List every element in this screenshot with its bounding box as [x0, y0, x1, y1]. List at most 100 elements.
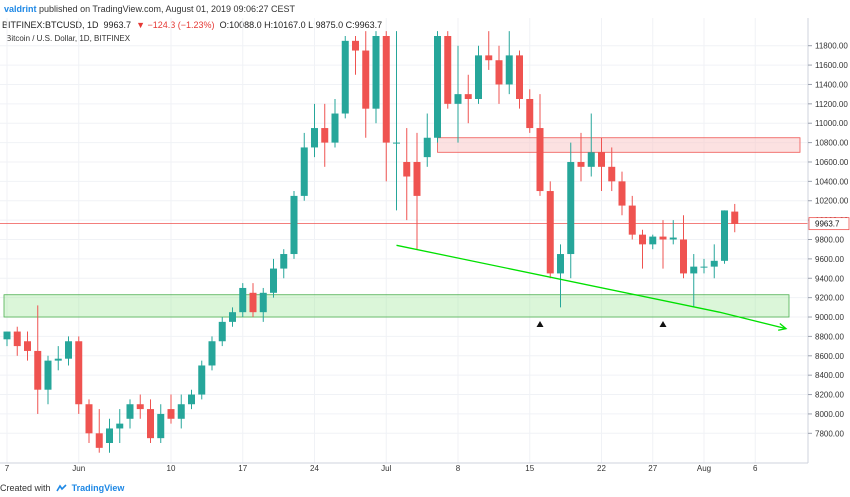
price-axis: 7800.00 8000.00 8200.00 8400.00 8600.00 8800.…: [808, 42, 849, 438]
candle: [54, 346, 62, 371]
candle-body: [546, 191, 554, 274]
candle-body: [229, 312, 236, 322]
time-axis: 7 Jun 10 17 24 Jul 8 15 22 27 Aug 6: [5, 464, 758, 473]
trendline: [396, 244, 787, 330]
publisher-username[interactable]: valdrint: [4, 4, 37, 14]
candle-body: [731, 211, 739, 224]
candle: [680, 215, 687, 279]
candle-body: [44, 360, 52, 390]
candle: [639, 229, 646, 269]
candle: [567, 142, 575, 279]
price-chart[interactable]: 7800.00 8000.00 8200.00 8400.00 8600.00 8800.…: [0, 18, 850, 480]
candle-body: [34, 350, 42, 390]
y-tick-label: 11800.00: [815, 42, 848, 51]
candle: [280, 249, 288, 279]
candle: [95, 409, 103, 453]
candle: [341, 36, 349, 119]
candle: [177, 394, 185, 429]
candle: [372, 31, 380, 124]
candle: [393, 31, 400, 211]
candle: [239, 283, 247, 318]
candle-body: [280, 254, 288, 269]
candle-body: [434, 36, 441, 138]
candle: [464, 74, 472, 124]
candle-body: [639, 234, 646, 245]
candle: [403, 128, 411, 221]
candle-body: [270, 268, 277, 293]
last-price-tag: 9963.7: [808, 217, 850, 231]
y-tick-label: 9600.00: [815, 255, 844, 264]
candle-body: [577, 161, 585, 167]
candle-body: [65, 341, 72, 359]
candle-body: [311, 128, 318, 148]
candle-body: [690, 266, 698, 274]
y-tick-label: 11000.00: [815, 119, 848, 128]
last-price-tag-box: [808, 217, 850, 231]
candle-body: [157, 413, 165, 439]
candle-body: [721, 210, 728, 261]
candle-body: [536, 128, 544, 192]
candle: [731, 203, 739, 233]
candle-body: [188, 394, 195, 405]
candle: [167, 394, 175, 424]
x-tick-label: Jul: [381, 464, 391, 473]
candle-body: [362, 50, 370, 109]
tradingview-brand[interactable]: TradingView: [71, 483, 125, 493]
support-zone: [3, 294, 790, 318]
y-tick-label: 11200.00: [815, 100, 848, 109]
candle-body: [608, 166, 616, 182]
y-tick-label: 9800.00: [815, 236, 844, 245]
trendline-group: [396, 244, 788, 331]
candle: [587, 113, 595, 177]
candle: [116, 409, 124, 443]
candle-body: [341, 40, 349, 114]
candle-body: [331, 113, 339, 143]
candle-body: [557, 254, 564, 274]
symbol-line: BITFINEX:BTCUSD, 1D 9963.7 ▼ −124.3 (−1.…: [2, 20, 382, 30]
ohlc-values: O:10088.0 H:10167.0 L:9875.0 C:9963.7: [219, 20, 383, 30]
candle-body: [680, 239, 687, 274]
candle-body: [587, 152, 595, 167]
candle: [249, 283, 257, 318]
candle: [321, 103, 329, 167]
resistance-zone: [437, 137, 801, 153]
candle-body: [475, 55, 482, 99]
trendline-arrowhead: [778, 323, 788, 331]
triangle-up-marker: [536, 321, 544, 328]
candle-body: [382, 36, 390, 143]
chart-legend-title: Bitcoin / U.S. Dollar, 1D, BITFINEX: [6, 34, 131, 43]
candle: [362, 31, 370, 138]
candle: [577, 132, 585, 182]
candle-body: [372, 36, 380, 109]
candle-body: [598, 152, 605, 167]
candle-body: [24, 341, 31, 351]
candle-body: [167, 409, 175, 419]
y-tick-label: 8000.00: [815, 410, 844, 419]
candle-body: [505, 55, 513, 85]
candle: [505, 31, 513, 95]
zones: [3, 137, 801, 318]
last-price: 9963.7: [103, 20, 132, 30]
y-tick-label: 9200.00: [815, 294, 844, 303]
x-tick-label: Aug: [697, 464, 711, 473]
candle-body: [618, 181, 626, 206]
candle-body: [464, 94, 472, 99]
candle-body: [249, 292, 257, 313]
candle: [75, 336, 83, 414]
y-tick-label: 10800.00: [815, 139, 849, 148]
candle-body: [147, 409, 154, 439]
tradingview-logo-icon: [56, 484, 67, 492]
candle: [157, 404, 165, 443]
candle: [598, 137, 605, 192]
candle: [669, 220, 677, 245]
markers: [536, 321, 667, 328]
candle-body: [700, 266, 708, 268]
x-tick-label: 6: [753, 464, 758, 473]
y-tick-label: 11600.00: [815, 61, 848, 70]
y-tick-label: 10400.00: [815, 177, 849, 186]
candle: [126, 399, 134, 429]
triangle-up-marker: [659, 321, 667, 328]
candle-body: [54, 358, 62, 361]
candle: [690, 254, 698, 308]
candle: [423, 113, 431, 167]
